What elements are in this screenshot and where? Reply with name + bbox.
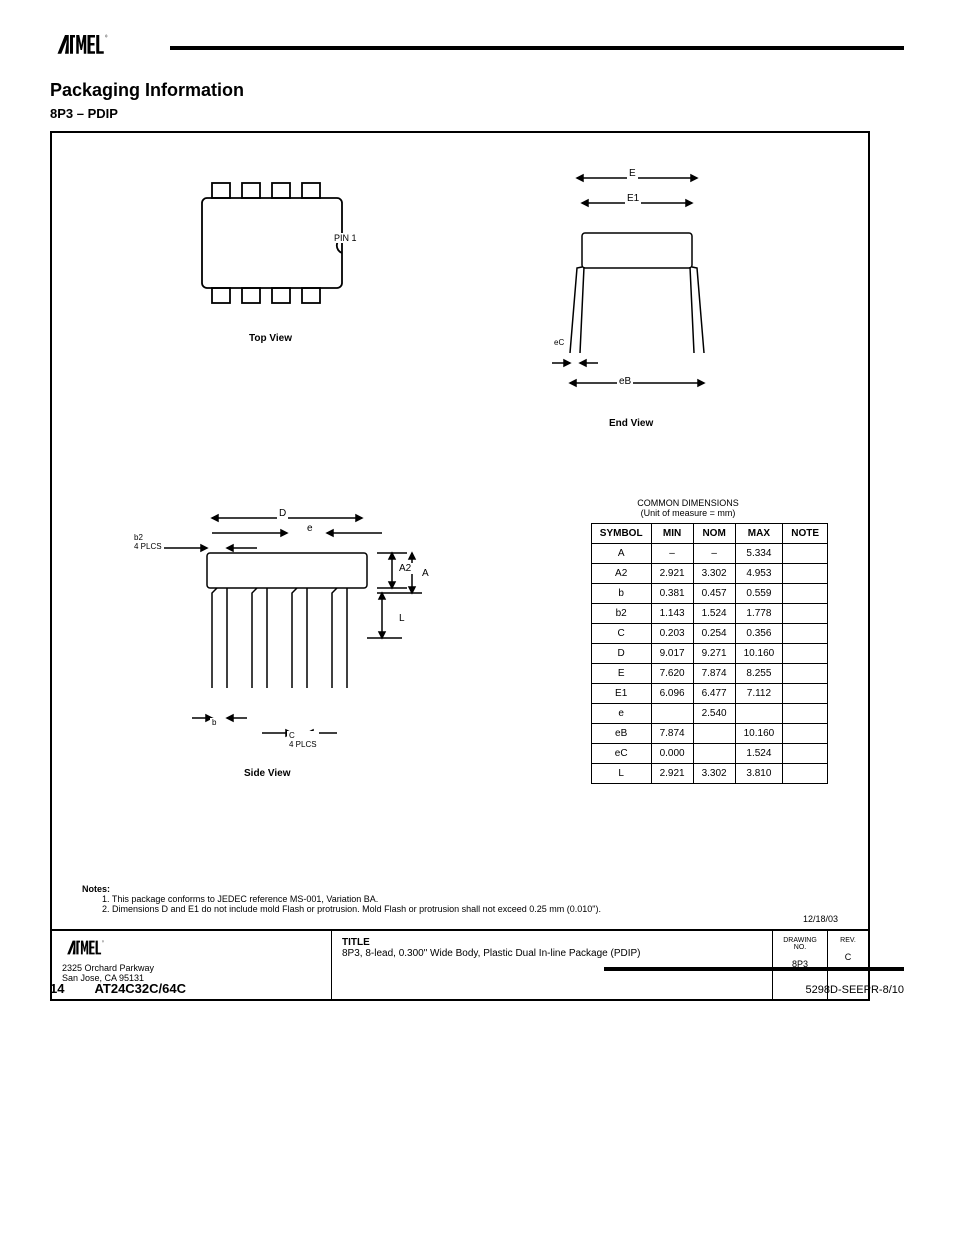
side-view-label: Side View: [242, 768, 293, 779]
note-1: 1. This package conforms to JEDEC refere…: [102, 894, 838, 904]
table-row: E16.0966.4777.112: [591, 684, 827, 704]
drawing-date: 12/18/03: [803, 914, 838, 924]
dim-th: NOTE: [783, 524, 828, 544]
dim-th: SYMBOL: [591, 524, 651, 544]
header: ®: [50, 30, 904, 65]
footer: 14 AT24C32C/64C: [50, 981, 186, 996]
title-block-center: TITLE 8P3, 8-lead, 0.300" Wide Body, Pla…: [332, 931, 773, 999]
dim-e: e: [305, 523, 315, 534]
footer-doc: AT24C32C/64C: [94, 981, 186, 996]
notes-block: Notes: 1. This package conforms to JEDEC…: [82, 884, 838, 914]
dim-A2: A2: [397, 563, 413, 574]
footer-rev: 5298D-SEEPR-8/10: [806, 984, 904, 996]
table-row: D9.0179.27110.160: [591, 644, 827, 664]
dim-E1: E1: [625, 193, 641, 204]
dimensions-table: SYMBOLMINNOMMAXNOTE A––5.334A22.9213.302…: [591, 523, 828, 784]
footer-rule: [604, 967, 904, 971]
table-row: L2.9213.3023.810: [591, 764, 827, 784]
table-row: e2.540: [591, 704, 827, 724]
table-row: b0.3810.4570.559: [591, 584, 827, 604]
dim-th: MAX: [735, 524, 783, 544]
tb-title-text: 8P3, 8-lead, 0.300" Wide Body, Plastic D…: [342, 948, 762, 959]
table-row: A22.9213.3024.953: [591, 564, 827, 584]
dim-b: b: [210, 718, 218, 727]
dim-eB: eB: [617, 376, 633, 387]
drawing-frame: PIN 1 Top View E E1 eB eC End: [50, 131, 870, 1001]
footer-page: 14: [50, 981, 64, 996]
svg-text:®: ®: [102, 940, 104, 944]
table-row: b21.1431.5241.778: [591, 604, 827, 624]
dim-eC: eC: [552, 338, 566, 347]
dim-table-title: COMMON DIMENSIONS(Unit of measure = mm): [548, 498, 828, 518]
header-rule: [170, 46, 904, 50]
top-view-label: Top View: [247, 333, 294, 344]
end-view-drawing: [522, 153, 752, 413]
dim-D: D: [277, 508, 288, 519]
addr1: 2325 Orchard Parkway: [62, 963, 321, 973]
dim-A: A: [420, 568, 431, 579]
table-row: A––5.334: [591, 544, 827, 564]
atmel-logo-icon: ®: [62, 937, 142, 959]
end-view-label: End View: [607, 418, 655, 429]
notes-label: Notes:: [82, 884, 110, 894]
spec-title: 8P3 – PDIP: [50, 106, 904, 121]
dim-th: MIN: [651, 524, 693, 544]
dim-E: E: [627, 168, 638, 179]
section-title: Packaging Information: [50, 80, 904, 101]
table-row: eB7.87410.160: [591, 724, 827, 744]
dim-L: L: [397, 613, 407, 624]
logo-top: ®: [50, 30, 160, 65]
note-2: 2. Dimensions D and E1 do not include mo…: [102, 904, 838, 914]
dim-th: NOM: [693, 524, 735, 544]
table-row: C0.2030.2540.356: [591, 624, 827, 644]
pin1-label: PIN 1: [332, 233, 359, 243]
tb-title-label: TITLE: [342, 937, 762, 948]
table-row: eC0.0001.524: [591, 744, 827, 764]
svg-text:®: ®: [105, 35, 108, 39]
top-view-drawing: [172, 163, 372, 333]
side-view-drawing: [112, 493, 432, 753]
b2-label: b24 PLCS: [132, 533, 164, 551]
c-label: C4 PLCS: [287, 731, 319, 749]
table-row: E7.6207.8748.255: [591, 664, 827, 684]
